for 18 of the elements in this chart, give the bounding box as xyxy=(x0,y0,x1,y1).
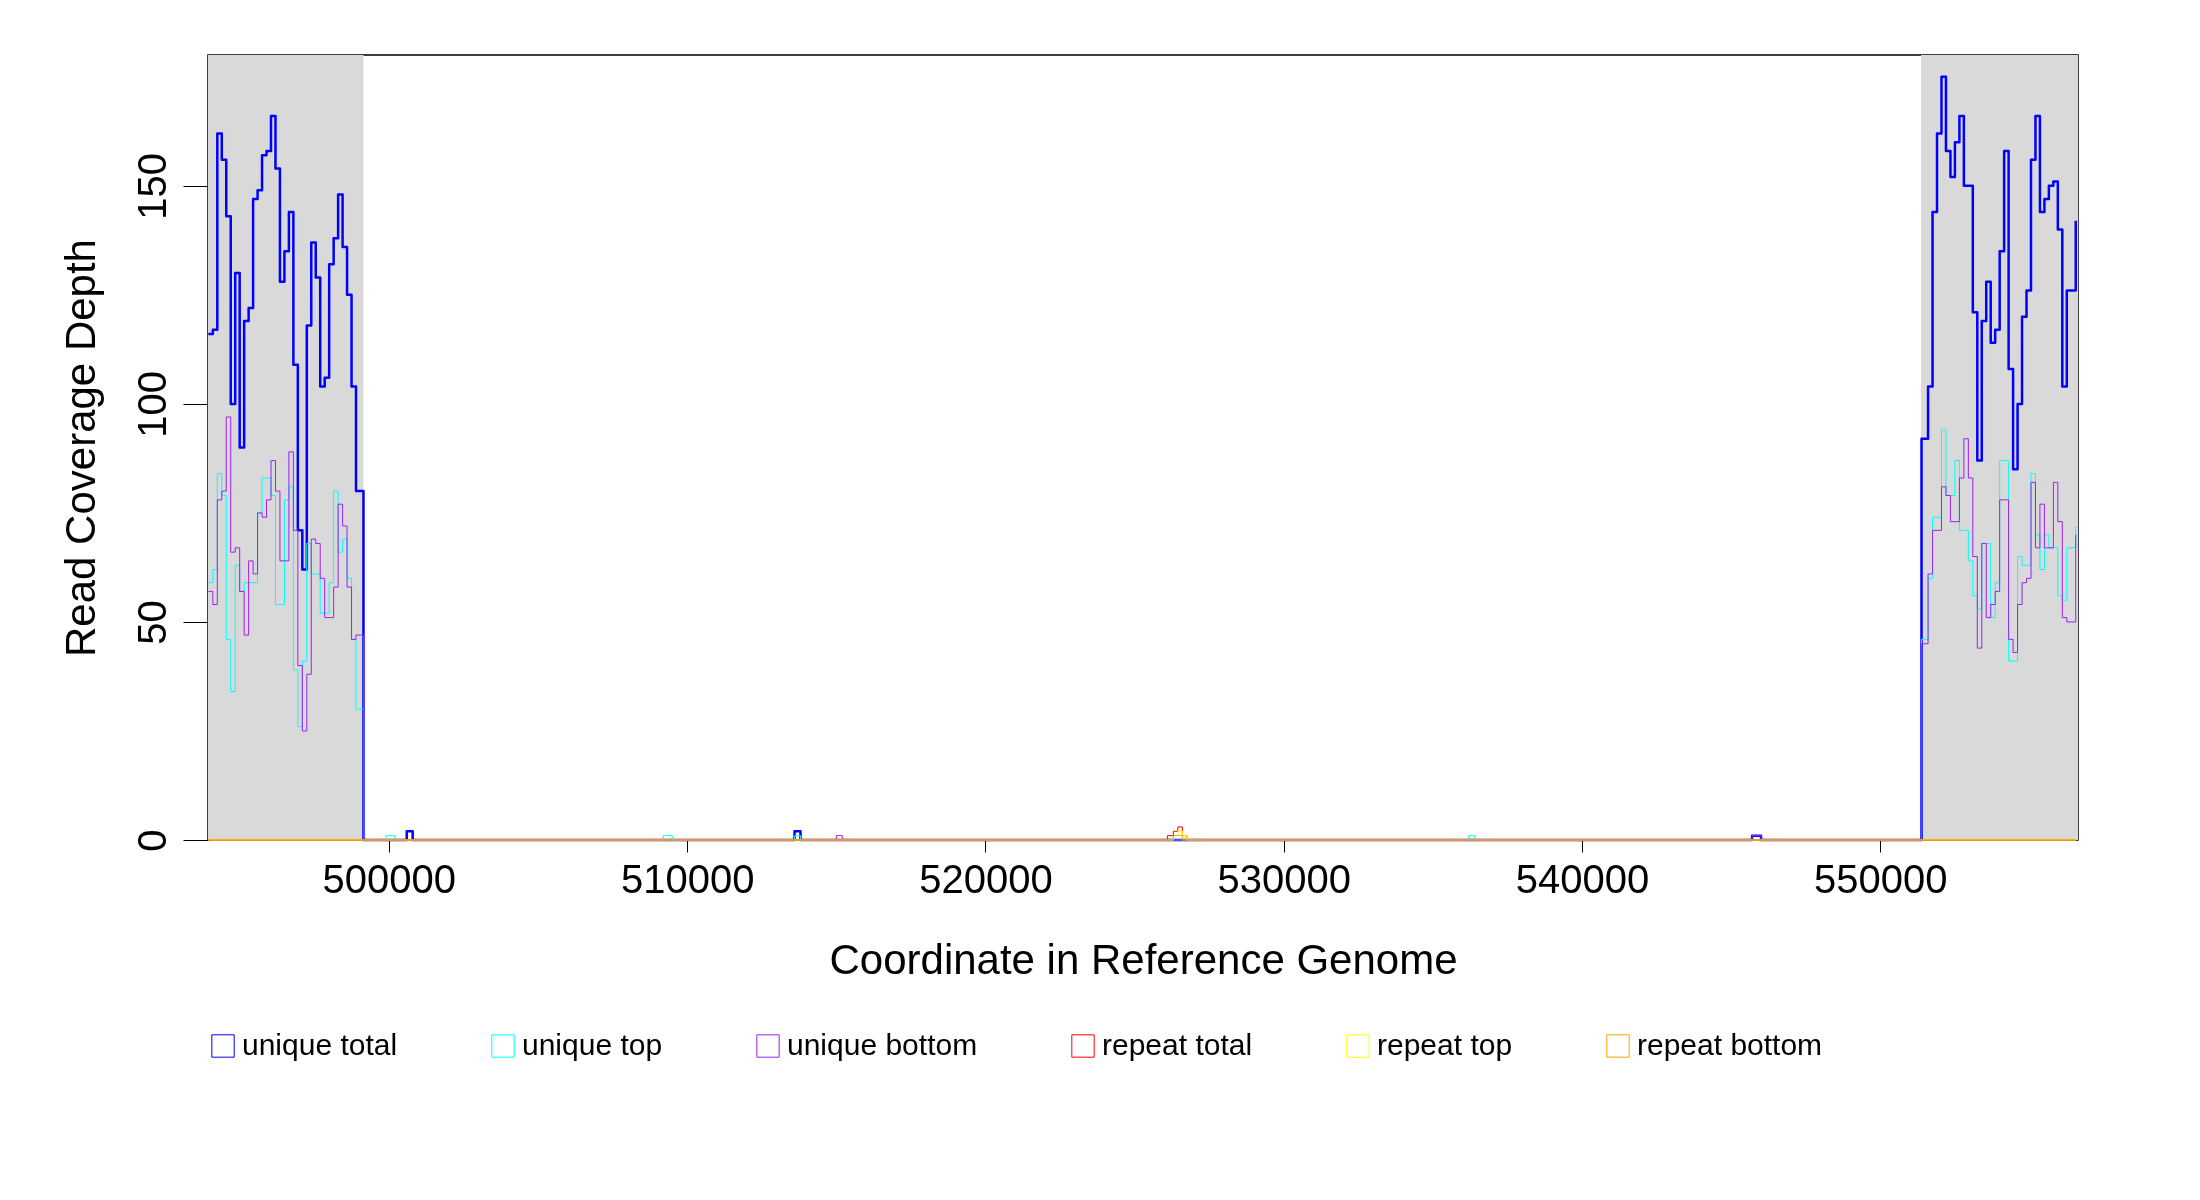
y-tick-label: 0 xyxy=(129,829,174,852)
x-tick-label: 530000 xyxy=(1217,856,1351,901)
x-tick-label: 510000 xyxy=(620,856,755,901)
x-tick-label: 540000 xyxy=(1515,856,1650,901)
legend-label: repeat bottom xyxy=(1637,1028,1823,1061)
y-axis-title: Read Coverage Depth xyxy=(56,239,104,657)
x-axis-title: Coordinate in Reference Genome xyxy=(829,935,1458,983)
legend-label: unique bottom xyxy=(787,1028,978,1061)
x-tick-label: 520000 xyxy=(919,856,1053,901)
legend-label: repeat top xyxy=(1377,1028,1513,1061)
legend-label: repeat total xyxy=(1102,1028,1253,1061)
legend-label: unique total xyxy=(242,1028,398,1061)
legend-label: unique top xyxy=(522,1028,663,1061)
y-tick-label: 150 xyxy=(129,152,174,220)
x-tick-label: 550000 xyxy=(1814,856,1948,901)
y-tick-label: 100 xyxy=(129,371,174,438)
y-tick-label: 50 xyxy=(129,600,174,645)
x-tick-label: 500000 xyxy=(322,856,457,901)
